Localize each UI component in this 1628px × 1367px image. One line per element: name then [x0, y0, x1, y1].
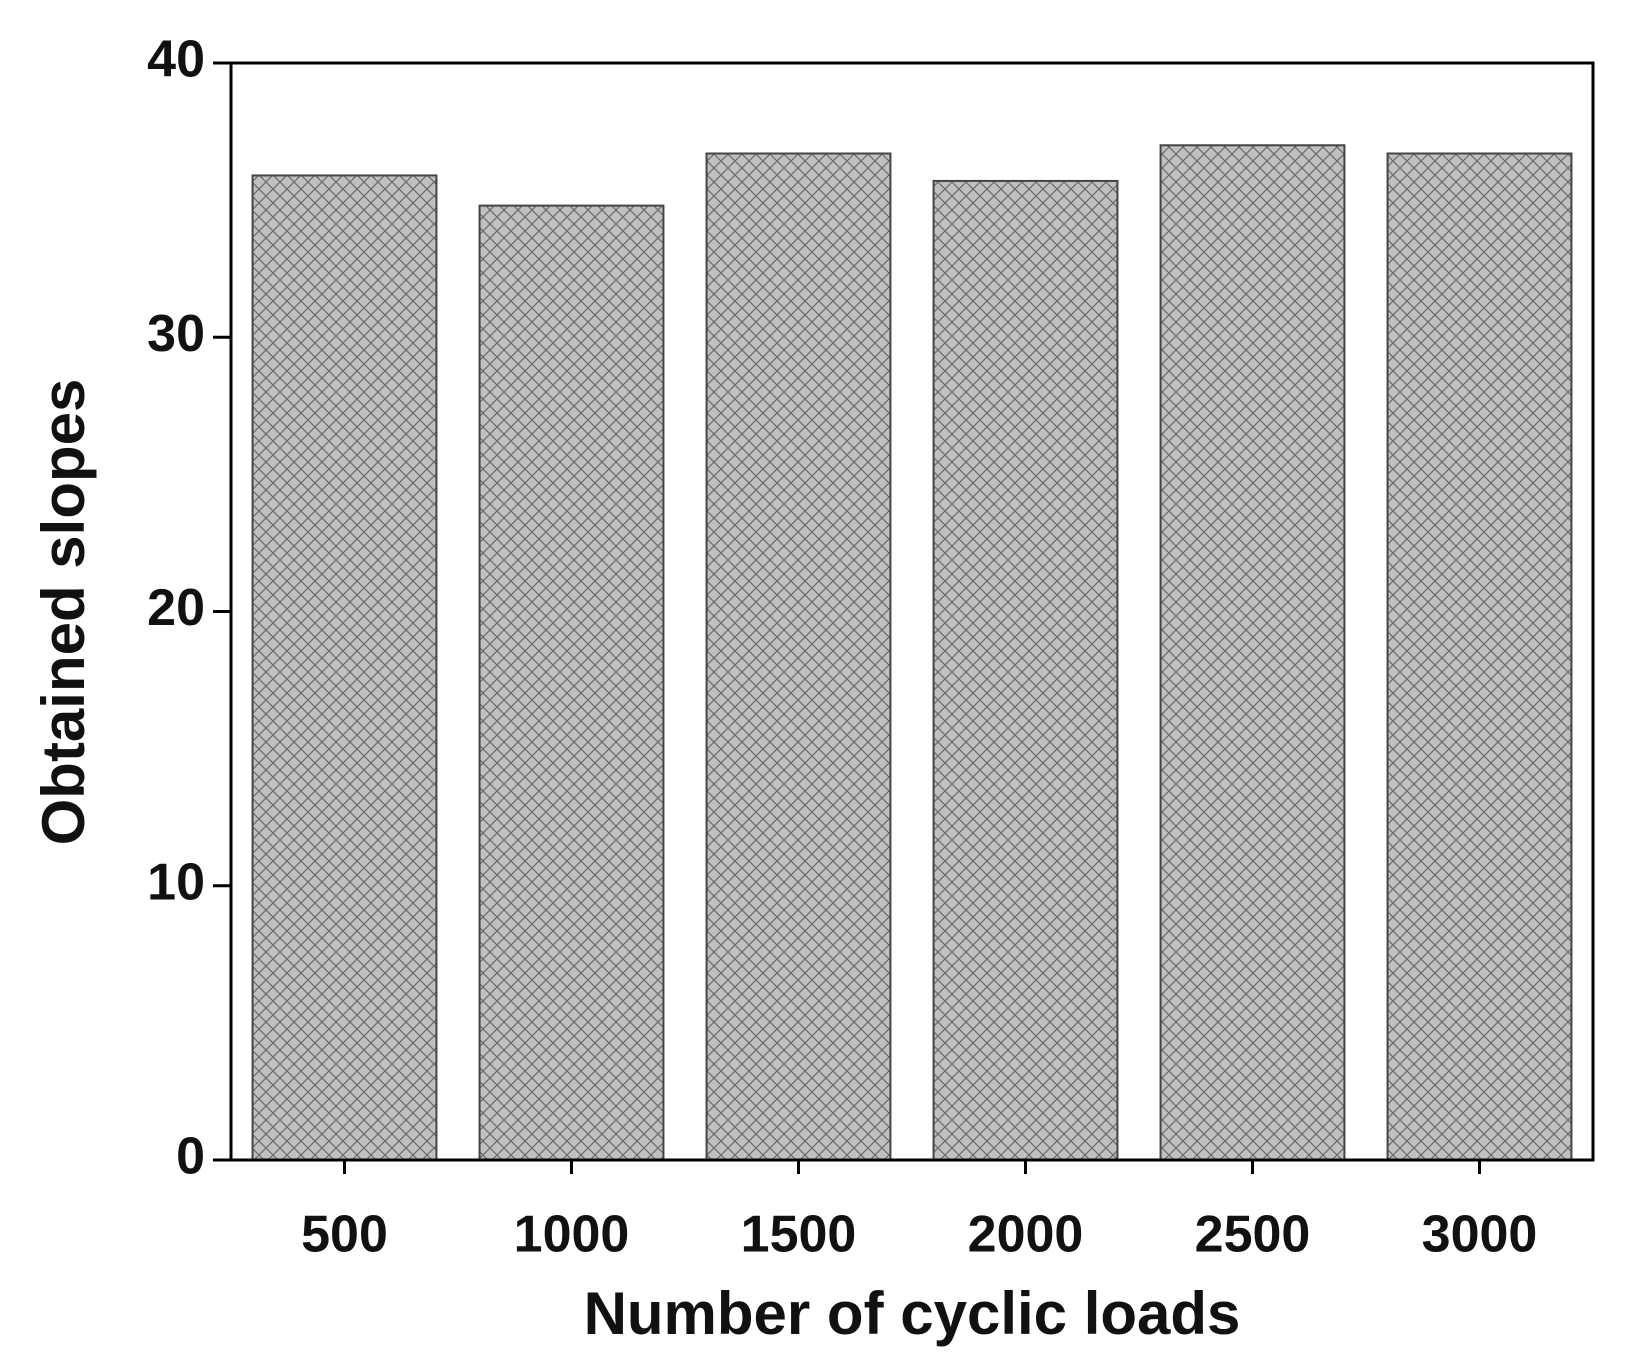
bar — [705, 152, 892, 1161]
x-tick-label: 2500 — [1195, 1206, 1311, 1264]
bar — [1159, 144, 1346, 1161]
y-tick-label: 30 — [147, 305, 205, 363]
y-axis-label: Obtained slopes — [30, 379, 97, 846]
y-tick-label: 40 — [147, 31, 205, 89]
x-tick-label: 1500 — [741, 1206, 857, 1264]
x-tick-label: 500 — [301, 1206, 388, 1264]
plot-frame — [229, 61, 1595, 1162]
y-tick-label: 20 — [147, 579, 205, 637]
bar — [1386, 152, 1573, 1161]
x-axis-label: Number of cyclic loads — [584, 1280, 1241, 1347]
bar — [478, 204, 665, 1162]
bar — [251, 174, 438, 1161]
x-tick-label: 3000 — [1422, 1206, 1538, 1264]
x-tick-label: 1000 — [514, 1206, 630, 1264]
y-tick-label: 0 — [176, 1128, 205, 1186]
y-tick-label: 10 — [147, 853, 205, 911]
x-tick-label: 2000 — [968, 1206, 1084, 1264]
bar — [932, 179, 1119, 1162]
